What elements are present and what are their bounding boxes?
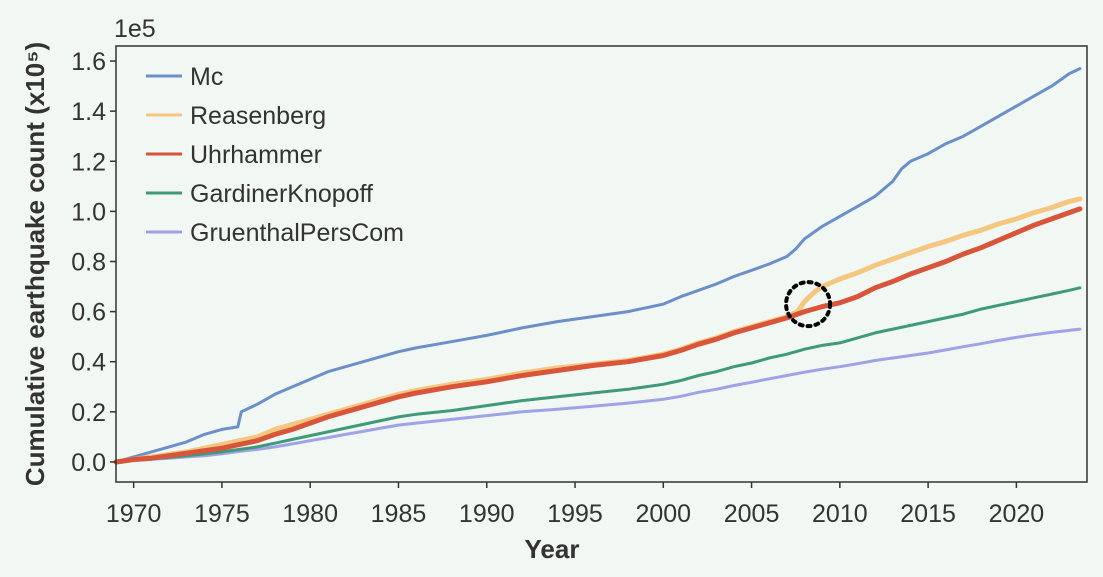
x-tick-label: 1980 — [282, 500, 338, 528]
legend-label-gruenthalperscom: GruenthalPersCom — [190, 219, 404, 247]
y-tick-label: 0.0 — [71, 449, 106, 477]
y-tick-label: 0.6 — [71, 299, 106, 327]
series-line-gruenthalperscom — [114, 327, 1082, 465]
x-tick-label: 1985 — [371, 500, 427, 528]
x-axis-label: Year — [525, 534, 580, 564]
y-tick-label: 1.4 — [71, 98, 106, 126]
plot-frame — [115, 45, 1088, 483]
y-tick-label: 1.6 — [71, 48, 106, 76]
x-tick-label: 1990 — [459, 500, 515, 528]
y-offset-label: 1e5 — [114, 15, 156, 43]
x-axis: 1970 1975 1980 1985 1990 1995 2000 2005 2010 2015… — [106, 482, 1044, 528]
x-tick-label: 2005 — [724, 500, 780, 528]
series-line-uhrhammer — [113, 206, 1083, 465]
legend-label-uhrhammer: Uhrhammer — [190, 141, 322, 169]
legend: Mc Reasenberg Uhrhammer GardinerKnopoff Grue… — [146, 63, 404, 247]
y-tick-label: 1.2 — [71, 148, 106, 176]
legend-label-gardinerknopoff: GardinerKnopoff — [190, 180, 373, 208]
y-tick-label: 0.2 — [71, 399, 106, 427]
annotation-layer — [784, 280, 833, 329]
y-tick-label: 0.4 — [71, 349, 106, 377]
x-tick-label: 2010 — [812, 500, 868, 528]
x-tick-label: 2015 — [900, 500, 956, 528]
y-axis: 0.0 0.2 0.4 0.6 0.8 1.0 1.2 1.4 1.6 — [71, 48, 116, 477]
x-tick-label: 1975 — [194, 500, 250, 528]
x-tick-label: 1995 — [547, 500, 603, 528]
series-line-gardinerknopoff — [114, 286, 1082, 464]
legend-label-reasenberg: Reasenberg — [190, 102, 326, 130]
series-layer — [113, 67, 1083, 465]
y-tick-label: 1.0 — [71, 198, 106, 226]
x-tick-label: 2020 — [989, 500, 1045, 528]
annotation-dotted-circle — [784, 280, 833, 329]
x-tick-label: 2000 — [635, 500, 691, 528]
legend-label-mc: Mc — [190, 63, 223, 91]
y-tick-label: 0.8 — [71, 248, 106, 276]
y-axis-label: Cumulative earthquake count (x10⁵) — [20, 42, 50, 486]
x-tick-label: 1970 — [106, 500, 162, 528]
series-line-mc — [114, 67, 1082, 464]
